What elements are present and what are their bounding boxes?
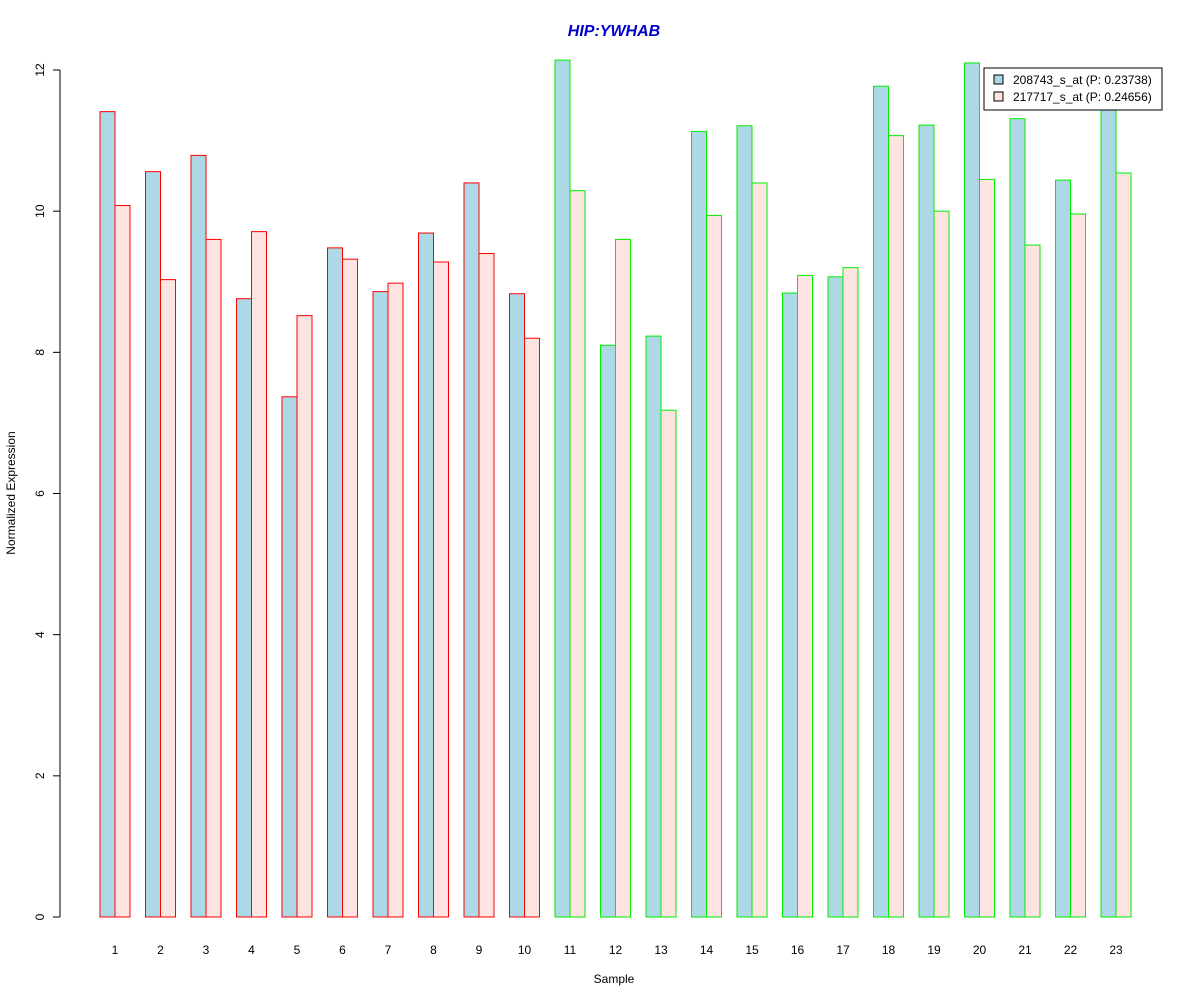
bar-sample-21-series-1 (1009, 118, 1026, 918)
bar-sample-11-series-2 (569, 190, 586, 918)
legend-swatch-2 (993, 91, 1004, 102)
y-tick-label: 6 (33, 490, 47, 497)
x-axis-labels: 1 2 3 4 5 6 7 8 9 10 11 12 13 14 15 16 17 18 19 20 21 22 23 (112, 943, 1123, 957)
x-tick-label: 11 (564, 943, 577, 957)
bar-sample-20-series-1 (964, 62, 980, 918)
legend-label-1: 208743_s_at (P: 0.23738) (1013, 73, 1152, 87)
bar-sample-22-series-1 (1055, 179, 1071, 918)
bar-sample-14-series-2 (706, 214, 722, 918)
y-tick-label: 0 (33, 913, 47, 920)
bar-sample-7-series-1 (372, 291, 389, 918)
x-tick-label: 1 (112, 943, 119, 957)
bar-sample-19-series-2 (933, 210, 950, 918)
y-tick-label: 10 (33, 204, 47, 218)
x-tick-label: 17 (836, 943, 850, 957)
x-tick-label: 20 (973, 943, 987, 957)
y-tick-label: 4 (33, 631, 47, 638)
x-tick-label: 3 (203, 943, 210, 957)
x-tick-label: 23 (1109, 943, 1123, 957)
bar-sample-8-series-1 (418, 232, 434, 918)
x-tick-label: 5 (294, 943, 301, 957)
bar-sample-9-series-1 (463, 182, 480, 918)
y-tick-label: 2 (33, 772, 47, 779)
bar-sample-5-series-2 (296, 315, 313, 918)
x-tick-label: 9 (476, 943, 483, 957)
bar-sample-4-series-2 (251, 231, 267, 918)
bar-sample-1-series-2 (114, 205, 131, 918)
bar-sample-17-series-1 (827, 276, 844, 918)
bar-sample-6-series-1 (327, 247, 343, 918)
x-tick-label: 10 (518, 943, 532, 957)
x-axis-title: Sample (594, 972, 635, 986)
bar-sample-13-series-2 (660, 409, 677, 918)
x-tick-label: 13 (654, 943, 668, 957)
x-tick-label: 8 (430, 943, 437, 957)
x-tick-label: 6 (339, 943, 346, 957)
bar-sample-1-series-1 (99, 111, 116, 918)
legend-swatch-1 (993, 74, 1004, 85)
y-axis-title: Normalized Expression (4, 431, 18, 554)
x-tick-label: 12 (609, 943, 623, 957)
x-tick-label: 2 (157, 943, 164, 957)
x-tick-label: 22 (1064, 943, 1078, 957)
legend-label-2: 217717_s_at (P: 0.24656) (1013, 90, 1152, 104)
bar-sample-20-series-2 (979, 178, 995, 918)
y-axis: 0 2 4 6 8 10 12 (33, 63, 61, 920)
bar-sample-12-series-2 (615, 238, 631, 918)
bar-sample-23-series-1 (1100, 104, 1117, 918)
bar-sample-2-series-1 (145, 171, 161, 918)
x-tick-label: 7 (385, 943, 392, 957)
bar-sample-2-series-2 (160, 279, 176, 918)
x-tick-label: 14 (700, 943, 714, 957)
x-tick-label: 21 (1018, 943, 1032, 957)
chart-title: HIP:YWHAB (568, 23, 660, 40)
bar-sample-21-series-2 (1024, 244, 1041, 918)
bar-sample-7-series-2 (387, 282, 404, 918)
bar-sample-19-series-1 (918, 124, 935, 918)
bar-sample-23-series-2 (1115, 172, 1132, 918)
bar-sample-3-series-1 (190, 154, 207, 918)
bar-sample-4-series-1 (236, 298, 252, 918)
bar-sample-15-series-1 (736, 125, 753, 918)
legend: 208743_s_at (P: 0.23738) 217717_s_at (P:… (983, 67, 1163, 111)
bar-sample-8-series-2 (433, 261, 449, 918)
bar-sample-13-series-1 (645, 335, 662, 918)
bar-sample-16-series-1 (782, 292, 798, 918)
bar-sample-17-series-2 (842, 267, 859, 918)
bar-sample-10-series-1 (509, 293, 525, 918)
bar-sample-15-series-2 (751, 182, 768, 918)
bars (99, 59, 1132, 918)
x-tick-label: 19 (927, 943, 941, 957)
bar-sample-9-series-2 (478, 253, 495, 918)
x-tick-label: 4 (248, 943, 255, 957)
bar-sample-3-series-2 (205, 238, 222, 918)
bar-sample-12-series-1 (600, 344, 616, 918)
bar-sample-14-series-1 (691, 130, 707, 918)
y-tick-label: 12 (33, 63, 47, 77)
bar-sample-22-series-2 (1070, 213, 1086, 918)
bar-sample-5-series-1 (281, 396, 298, 918)
bar-sample-11-series-1 (554, 59, 571, 918)
y-tick-label: 8 (33, 349, 47, 356)
bar-sample-18-series-1 (873, 85, 889, 918)
bar-sample-10-series-2 (524, 337, 540, 918)
x-tick-label: 16 (791, 943, 805, 957)
bar-sample-16-series-2 (797, 274, 813, 918)
legend-box (983, 67, 1163, 111)
x-tick-label: 18 (882, 943, 896, 957)
bar-sample-6-series-2 (342, 258, 358, 918)
x-tick-label: 15 (745, 943, 759, 957)
bar-sample-18-series-2 (888, 135, 904, 918)
